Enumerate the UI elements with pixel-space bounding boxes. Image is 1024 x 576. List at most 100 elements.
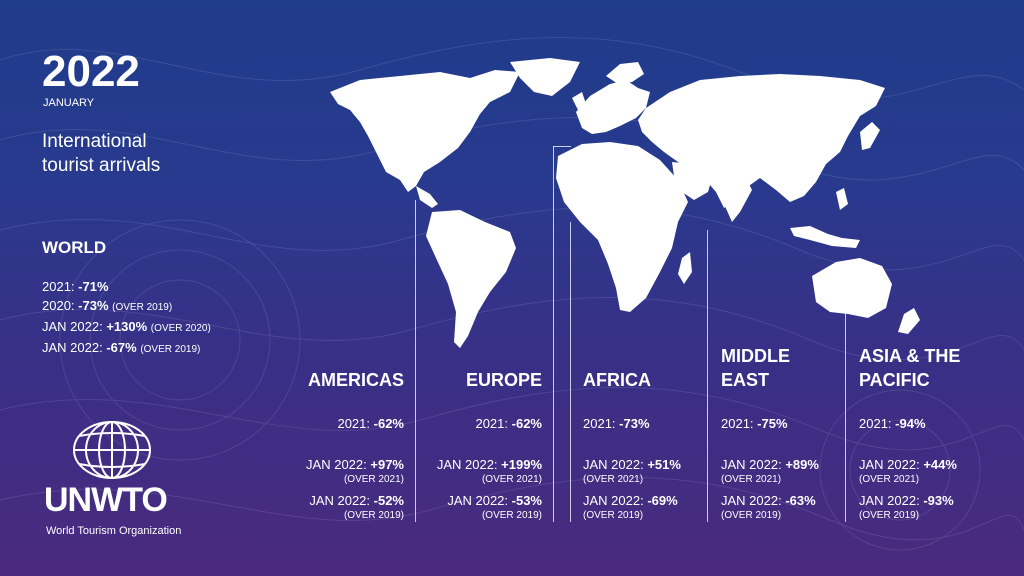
stat-label: JAN 2022: <box>583 457 644 472</box>
world-stat-row: JAN 2022: +130% (OVER 2020) <box>42 317 211 338</box>
stat-note: (OVER 2019) <box>859 510 920 521</box>
stat-value: -94% <box>895 416 926 431</box>
stat-label: 2021: <box>42 279 75 294</box>
region-asia-pacific-jan-b: JAN 2022: -93% (OVER 2019) <box>859 493 954 523</box>
stat-note: (OVER 2021) <box>481 474 542 485</box>
region-middle-east-jan-b: JAN 2022: -63% (OVER 2019) <box>721 493 816 523</box>
stat-label: JAN 2022: <box>583 493 644 508</box>
stat-value: +130% <box>106 319 148 334</box>
stat-label: JAN 2022: <box>859 493 920 508</box>
world-heading: WORLD <box>42 238 107 257</box>
region-title-line-2: EAST <box>721 370 770 390</box>
region-middle-east-2021: 2021: -75% <box>721 416 788 432</box>
region-europe-2021: 2021: -62% <box>475 416 542 432</box>
stat-note: (OVER 2019) <box>721 510 782 521</box>
year-heading: 2022 <box>42 47 140 96</box>
stat-label: JAN 2022: <box>42 340 103 355</box>
africa-divider <box>570 222 571 522</box>
region-asia-pacific-title: ASIA & THE PACIFIC <box>859 344 960 392</box>
region-middle-east-jan-a: JAN 2022: +89% (OVER 2021) <box>721 457 819 487</box>
region-title-line-1: ASIA & THE <box>859 346 961 366</box>
stat-value: -75% <box>757 416 788 431</box>
stat-note: (OVER 2019) <box>343 510 404 521</box>
map-greenland <box>510 58 580 96</box>
map-new-zealand <box>898 308 920 334</box>
region-americas-2021: 2021: -62% <box>337 416 404 432</box>
stat-note: (OVER 2019) <box>140 344 201 355</box>
map-madagascar <box>678 252 692 284</box>
stat-value: +199% <box>501 457 542 472</box>
month-label: JANUARY <box>43 97 95 109</box>
region-africa-title: AFRICA <box>583 370 651 390</box>
middle-east-divider <box>707 230 708 522</box>
subtitle-line-1: International <box>42 131 147 152</box>
stat-value: -93% <box>923 493 954 508</box>
stat-note: (OVER 2021) <box>859 474 920 485</box>
stat-label: 2020: <box>42 298 75 313</box>
world-stats: 2021: -71% 2020: -73% (OVER 2019) JAN 20… <box>42 277 211 359</box>
stat-note: (OVER 2021) <box>721 474 782 485</box>
region-europe-jan-b: JAN 2022: -53% (OVER 2019) <box>447 493 542 523</box>
stat-label: 2021: <box>337 416 371 431</box>
stat-label: JAN 2022: <box>721 493 782 508</box>
region-americas-jan-a: JAN 2022: +97% (OVER 2021) <box>306 457 404 487</box>
stat-label: 2021: <box>475 416 509 431</box>
stat-label: JAN 2022: <box>447 493 509 508</box>
stat-note: (OVER 2019) <box>481 510 542 521</box>
world-stat-row: 2021: -71% <box>42 277 211 296</box>
stat-label: 2021: <box>859 416 892 431</box>
stat-value: +97% <box>370 457 404 472</box>
stat-note: (OVER 2021) <box>583 474 644 485</box>
map-india <box>724 172 752 222</box>
stat-value: -67% <box>106 340 137 355</box>
stat-value: -52% <box>373 493 404 508</box>
stat-label: JAN 2022: <box>42 319 103 334</box>
map-australia <box>812 258 892 318</box>
region-middle-east-title: MIDDLE EAST <box>721 344 790 392</box>
stat-note: (OVER 2019) <box>112 302 173 313</box>
world-stat-row: 2020: -73% (OVER 2019) <box>42 296 211 317</box>
region-europe-title: EUROPE <box>465 370 542 390</box>
americas-divider <box>415 200 416 522</box>
asia-divider <box>845 288 846 522</box>
stat-value: -62% <box>373 416 404 431</box>
europe-connector <box>553 146 571 147</box>
region-title-line-1: MIDDLE <box>721 346 790 366</box>
map-indonesia <box>790 226 860 248</box>
map-europe <box>576 80 650 134</box>
map-africa <box>556 142 688 312</box>
stat-label: JAN 2022: <box>306 457 367 472</box>
stat-note: (OVER 2019) <box>583 510 644 521</box>
region-americas-title: AMERICAS <box>307 370 404 390</box>
region-africa-jan-a: JAN 2022: +51% (OVER 2021) <box>583 457 681 487</box>
globe-icon <box>73 421 151 479</box>
stat-value: -71% <box>78 279 109 294</box>
stat-label: JAN 2022: <box>859 457 920 472</box>
stat-value: +44% <box>923 457 957 472</box>
map-south-america <box>426 210 516 348</box>
stat-label: 2021: <box>721 416 754 431</box>
logo-org-name: World Tourism Organization <box>46 525 182 537</box>
stat-label: JAN 2022: <box>309 493 371 508</box>
stat-note: (OVER 2021) <box>343 474 404 485</box>
subtitle-line-2: tourist arrivals <box>42 155 161 176</box>
stat-value: +89% <box>785 457 819 472</box>
stat-label: JAN 2022: <box>721 457 782 472</box>
region-asia-pacific-2021: 2021: -94% <box>859 416 926 432</box>
map-japan <box>860 122 880 150</box>
region-africa-jan-b: JAN 2022: -69% (OVER 2019) <box>583 493 678 523</box>
stat-label: JAN 2022: <box>436 457 498 472</box>
map-uk <box>572 92 586 110</box>
stat-value: -62% <box>511 416 542 431</box>
map-philippines <box>836 188 848 210</box>
stat-value: -53% <box>511 493 542 508</box>
region-title-line-2: PACIFIC <box>859 370 930 390</box>
stat-value: -73% <box>619 416 650 431</box>
stat-label: 2021: <box>583 416 616 431</box>
region-americas-jan-b: JAN 2022: -52% (OVER 2019) <box>309 493 404 523</box>
stat-note: (OVER 2020) <box>150 323 211 334</box>
europe-divider <box>553 146 554 522</box>
region-europe-jan-a: JAN 2022: +199% (OVER 2021) <box>437 457 542 487</box>
